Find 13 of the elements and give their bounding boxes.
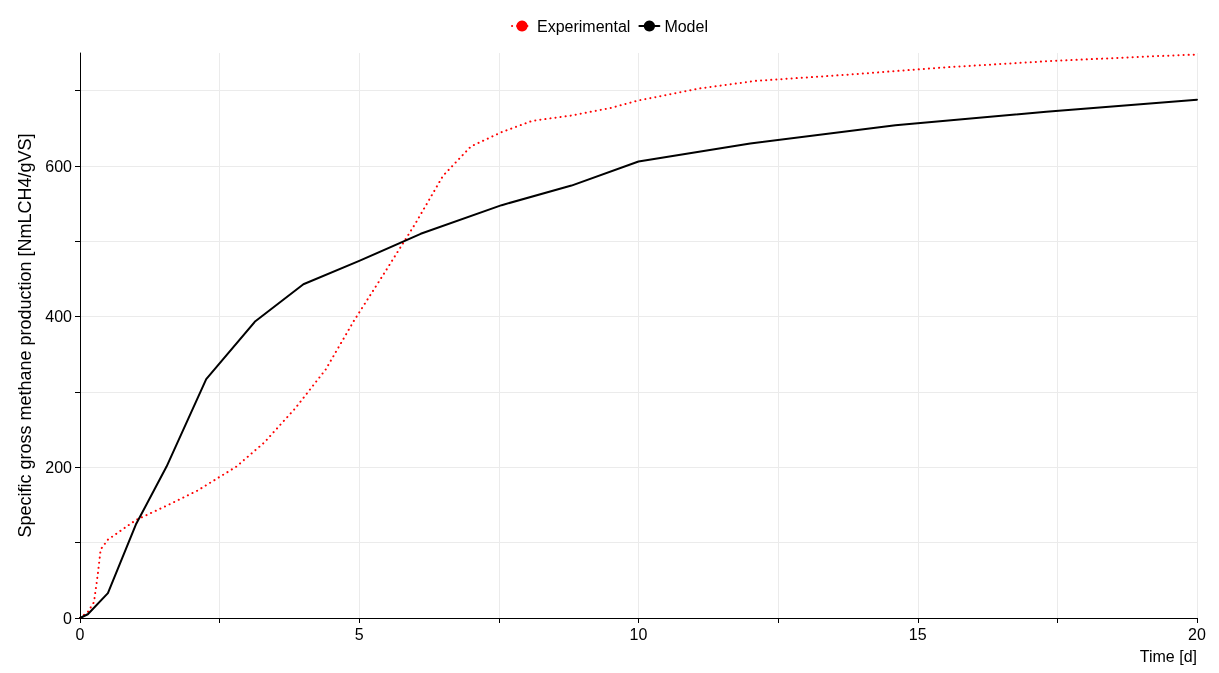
x-axis-title: Time [d]	[1139, 647, 1197, 665]
x-tick-label: 5	[354, 625, 364, 643]
x-tick-label: 10	[629, 625, 648, 643]
legend-label: Experimental	[537, 17, 631, 35]
legend-label: Model	[664, 17, 708, 35]
y-axis-title: Specific gross methane production [NmLCH4/gVS]	[15, 133, 36, 538]
y-tick-label: 200	[45, 458, 73, 476]
y-tick-label: 0	[63, 609, 73, 627]
y-tick-label: 600	[45, 157, 73, 175]
x-tick-label: 20	[1188, 625, 1206, 643]
y-tick-label: 400	[45, 308, 73, 326]
x-tick-label: 0	[75, 625, 85, 643]
x-tick-label: 15	[908, 625, 927, 643]
